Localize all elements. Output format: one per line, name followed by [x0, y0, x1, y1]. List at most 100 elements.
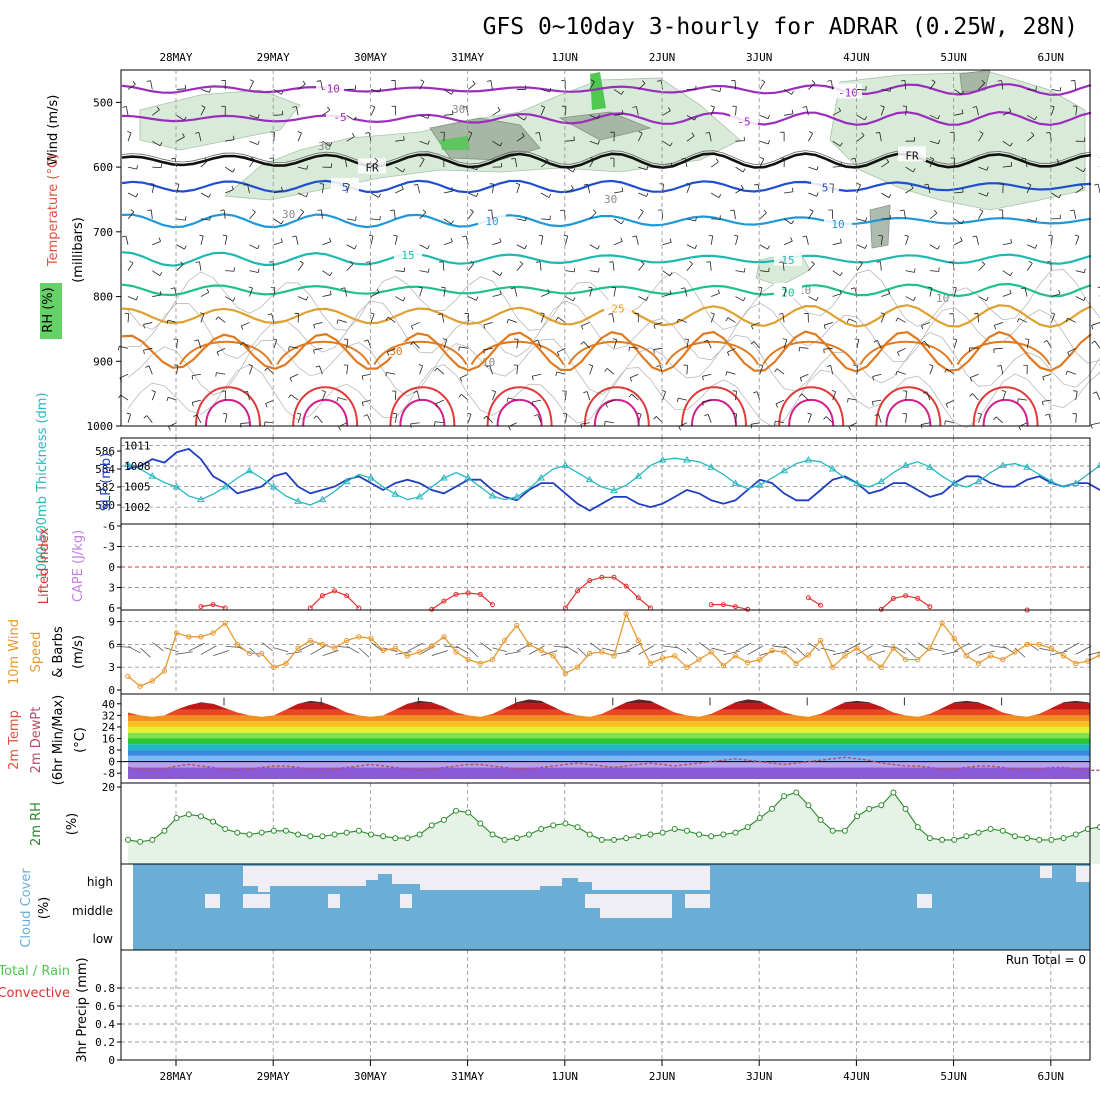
wind-speed-point — [368, 635, 374, 642]
wind-barb-flag — [483, 349, 485, 354]
wind-barb — [929, 140, 939, 145]
wind-barb — [832, 270, 841, 277]
wind-barb — [702, 399, 712, 403]
wind-barb — [224, 235, 228, 245]
wind-barb-flag — [791, 220, 795, 225]
wind-barb — [799, 347, 809, 349]
wind-barb — [419, 140, 429, 145]
wind-barb — [629, 346, 639, 349]
wind-barb — [443, 339, 448, 349]
wind-barb — [167, 319, 177, 323]
rh-ylabel: RH (%) — [41, 287, 56, 332]
wind-barb — [1075, 296, 1084, 301]
wind-barb — [589, 365, 594, 375]
warm-dome-contour — [788, 399, 835, 427]
wind-barb-flag — [640, 260, 645, 265]
wind-barb — [905, 187, 914, 194]
rh2m-point — [683, 827, 690, 834]
cloud-mid-clear — [243, 894, 270, 908]
thickness-point — [1096, 461, 1100, 468]
thickness-point — [683, 456, 691, 463]
wind-barb-flag — [428, 268, 430, 273]
wind-barb — [412, 341, 420, 349]
wind-barb — [483, 322, 493, 326]
wind-barb-flag — [305, 192, 309, 197]
isotherm-label-bg — [394, 246, 422, 262]
wind-barb-flag — [435, 403, 438, 408]
isotherm-label: -5 — [333, 111, 346, 124]
cloud-row-label: high — [87, 875, 113, 889]
x-date-label-bottom: 4JUN — [843, 1070, 870, 1083]
wind-barb — [216, 372, 226, 375]
wind-barb-flag — [257, 245, 260, 249]
wind-barb — [759, 212, 767, 220]
wind-speed-point — [149, 678, 156, 684]
wind-barb-flag — [742, 168, 746, 173]
wind-barb — [346, 184, 350, 194]
wind-barb-flag — [403, 136, 405, 141]
wind-barb-flag — [364, 339, 369, 342]
wind-barb-flag — [250, 157, 255, 160]
wind-speed-point — [246, 650, 253, 657]
rh2m-point — [210, 818, 217, 825]
wind-speed-point — [477, 660, 484, 667]
rh2m-point — [854, 813, 860, 820]
rh2m-point — [1048, 836, 1055, 843]
wind-barb-flag — [533, 339, 538, 342]
wind-barb-flag — [369, 234, 374, 237]
isotherm-label: 10 — [831, 218, 844, 231]
wind-barb — [879, 132, 882, 142]
rh2m-point — [926, 835, 933, 842]
wind-barb — [516, 135, 525, 142]
wind-barb — [492, 391, 496, 401]
wind-barb-flag — [691, 132, 695, 137]
wind-barb-flag — [734, 234, 739, 237]
wind-barb-flag — [621, 220, 624, 225]
wind-barb — [419, 81, 425, 90]
wind-barb — [127, 84, 136, 90]
wind-barb — [759, 140, 769, 145]
wind-barb — [395, 166, 404, 173]
wind-barb — [954, 240, 963, 246]
wind-barb — [322, 270, 331, 277]
isotherm-label: FR — [905, 149, 919, 162]
wind-barb — [127, 166, 137, 170]
wind-barb-flag — [929, 156, 934, 160]
wind-barb — [808, 642, 821, 651]
wind-barb-flag — [511, 157, 516, 160]
rh2m-point — [161, 827, 168, 834]
y-tick-label: 0 — [108, 684, 115, 697]
wind-barb-flag — [678, 426, 681, 431]
wind-barb — [249, 365, 253, 375]
warm-dome-contour — [205, 399, 251, 427]
wind-barb — [225, 189, 234, 194]
wind-barb — [896, 370, 906, 375]
wind-barb-flag — [483, 324, 486, 329]
wind-barb-flag — [361, 402, 364, 407]
rh-contour-label: 30 — [282, 208, 295, 221]
wind-barb — [411, 322, 420, 327]
wind-barb — [1051, 162, 1060, 168]
rh2m-point — [270, 827, 277, 834]
wind-barb-flag — [355, 216, 357, 221]
wind-barb — [775, 399, 785, 405]
wind-barb — [261, 642, 274, 652]
wind-barb — [808, 414, 812, 423]
wind-barb — [1075, 236, 1080, 245]
y-tick-label: 0 — [108, 561, 115, 574]
wind-barb — [784, 191, 794, 194]
wind-barb-flag — [1058, 194, 1062, 199]
wind-barb — [710, 192, 720, 199]
wind-barb-flag — [239, 341, 244, 346]
wind-barb — [289, 373, 299, 379]
wind-barb — [346, 365, 349, 375]
wind-barb-flag — [895, 317, 899, 322]
wind-barb — [273, 132, 275, 142]
wind-barb — [1000, 365, 1004, 375]
warm-dome-contour — [179, 340, 273, 365]
thickness-point — [731, 479, 740, 486]
wind-barb-flag — [1091, 340, 1096, 344]
rh2m-point — [550, 822, 557, 829]
temp-band — [128, 750, 1090, 756]
wind-barb-flag — [563, 234, 568, 237]
